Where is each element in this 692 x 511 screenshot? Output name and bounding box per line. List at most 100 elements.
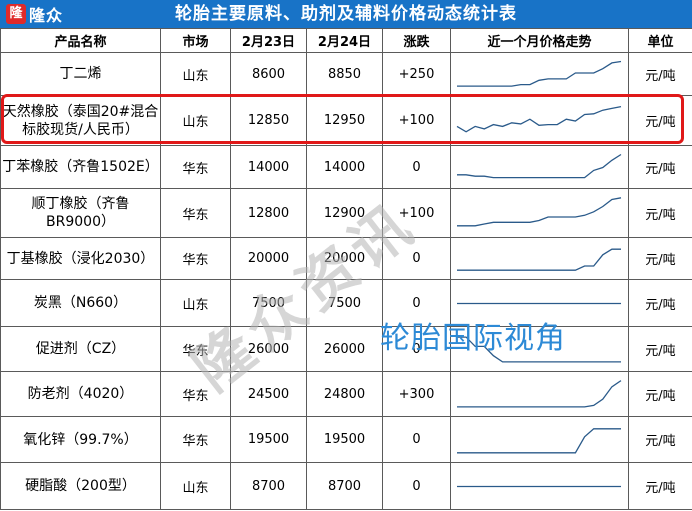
logo-badge: 隆: [6, 4, 26, 24]
trend-sparkline: [450, 237, 629, 280]
sparkline-svg: [457, 196, 622, 226]
price-date2-cell: 24800: [306, 371, 383, 417]
trend-sparkline: [450, 279, 629, 327]
table-row: 促进剂（CZ） 华东 26000 26000 0 元/吨: [0, 326, 692, 372]
col-header-unit: 单位: [628, 28, 692, 53]
price-table: 产品名称 市场 2月23日 2月24日 涨跌 近一个月价格走势 单位 丁二烯 山东…: [0, 28, 692, 510]
col-header-change: 涨跌: [382, 28, 451, 53]
market-cell: 山东: [160, 95, 231, 146]
trend-sparkline: [450, 326, 629, 372]
product-name: 炭黑（N660）: [0, 279, 161, 327]
sparkline-svg: [457, 153, 622, 178]
change-cell: 0: [382, 462, 451, 510]
sparkline-svg: [456, 105, 622, 133]
change-cell: +100: [382, 95, 451, 146]
price-date1-cell: 24500: [230, 371, 307, 417]
change-cell: 0: [382, 279, 451, 327]
table-row: 防老剂（4020） 华东 24500 24800 +300 元/吨: [0, 371, 692, 417]
unit-cell: 元/吨: [628, 52, 692, 96]
change-cell: +300: [382, 371, 451, 417]
unit-cell: 元/吨: [628, 462, 692, 510]
sparkline-line: [457, 60, 622, 87]
market-cell: 华东: [160, 326, 231, 372]
trend-sparkline: [450, 188, 629, 238]
price-date1-cell: 8700: [230, 462, 307, 510]
logo-text: 隆众: [29, 6, 64, 25]
table-row: 顺丁橡胶（齐鲁BR9000） 华东 12800 12900 +100 元/吨: [0, 188, 692, 238]
page-title: 轮胎主要原料、助剂及辅料价格动态统计表: [175, 4, 517, 24]
market-cell: 山东: [160, 462, 231, 510]
unit-cell: 元/吨: [628, 416, 692, 463]
table-row: 丁基橡胶（浸化2030） 华东 20000 20000 0 元/吨: [0, 237, 692, 280]
price-date1-cell: 14000: [230, 145, 307, 189]
change-cell: 0: [382, 326, 451, 372]
sparkline-svg: [457, 248, 621, 271]
col-header-date2: 2月24日: [306, 28, 383, 53]
sparkline-svg: [457, 302, 621, 304]
product-name: 顺丁橡胶（齐鲁BR9000）: [0, 188, 161, 238]
col-header-product: 产品名称: [0, 28, 161, 53]
price-date2-cell: 12900: [306, 188, 383, 238]
price-date1-cell: 12800: [230, 188, 307, 238]
unit-cell: 元/吨: [628, 371, 692, 417]
col-header-market: 市场: [160, 28, 231, 53]
unit-cell: 元/吨: [628, 326, 692, 372]
header-bar: 隆 隆众 轮胎主要原料、助剂及辅料价格动态统计表: [0, 0, 692, 28]
price-date1-cell: 20000: [230, 237, 307, 280]
price-date2-cell: 26000: [306, 326, 383, 372]
price-date2-cell: 12950: [306, 95, 383, 146]
unit-cell: 元/吨: [628, 188, 692, 238]
market-cell: 华东: [160, 145, 231, 189]
price-date1-cell: 7500: [230, 279, 307, 327]
market-cell: 华东: [160, 237, 231, 280]
table-row: 天然橡胶（泰国20#混合标胶现货/人民币） 山东 12850 12950 +100 元/吨: [0, 95, 692, 146]
price-date1-cell: 8600: [230, 52, 307, 96]
sparkline-line: [457, 379, 622, 408]
sparkline-line: [456, 105, 622, 133]
change-cell: 0: [382, 145, 451, 189]
trend-sparkline: [450, 95, 629, 146]
sparkline-line: [457, 335, 621, 363]
sparkline-line: [457, 153, 622, 178]
market-cell: 华东: [160, 188, 231, 238]
price-date1-cell: 12850: [230, 95, 307, 146]
change-cell: +100: [382, 188, 451, 238]
price-date2-cell: 7500: [306, 279, 383, 327]
product-name: 天然橡胶（泰国20#混合标胶现货/人民币）: [0, 95, 161, 146]
price-date2-cell: 8850: [306, 52, 383, 96]
trend-sparkline: [450, 416, 629, 463]
change-cell: 0: [382, 416, 451, 463]
table-row: 丁二烯 山东 8600 8850 +250 元/吨: [0, 52, 692, 96]
unit-cell: 元/吨: [628, 237, 692, 280]
change-cell: +250: [382, 52, 451, 96]
table-row: 硬脂酸（200型） 山东 8700 8700 0 元/吨: [0, 462, 692, 510]
sparkline-svg: [457, 335, 621, 363]
price-date2-cell: 14000: [306, 145, 383, 189]
unit-cell: 元/吨: [628, 145, 692, 189]
price-date2-cell: 8700: [306, 462, 383, 510]
product-name: 促进剂（CZ）: [0, 326, 161, 372]
trend-sparkline: [450, 145, 629, 189]
col-header-trend: 近一个月价格走势: [450, 28, 629, 53]
price-date1-cell: 19500: [230, 416, 307, 463]
product-name: 丁苯橡胶（齐鲁1502E）: [0, 145, 161, 189]
sparkline-line: [457, 248, 621, 271]
market-cell: 山东: [160, 279, 231, 327]
table-row: 炭黑（N660） 山东 7500 7500 0 元/吨: [0, 279, 692, 327]
unit-cell: 元/吨: [628, 279, 692, 327]
sparkline-svg: [457, 485, 621, 487]
table-row: 丁苯橡胶（齐鲁1502E） 华东 14000 14000 0 元/吨: [0, 145, 692, 189]
market-cell: 山东: [160, 52, 231, 96]
sparkline-svg: [457, 60, 622, 87]
product-name: 防老剂（4020）: [0, 371, 161, 417]
sparkline-line: [457, 196, 622, 226]
sparkline-line: [457, 427, 621, 453]
product-name: 丁二烯: [0, 52, 161, 96]
trend-sparkline: [450, 462, 629, 510]
product-name: 丁基橡胶（浸化2030）: [0, 237, 161, 280]
trend-sparkline: [450, 371, 629, 417]
product-name: 硬脂酸（200型）: [0, 462, 161, 510]
unit-cell: 元/吨: [628, 95, 692, 146]
sparkline-svg: [457, 379, 622, 408]
logo: 隆 隆众: [6, 3, 63, 25]
